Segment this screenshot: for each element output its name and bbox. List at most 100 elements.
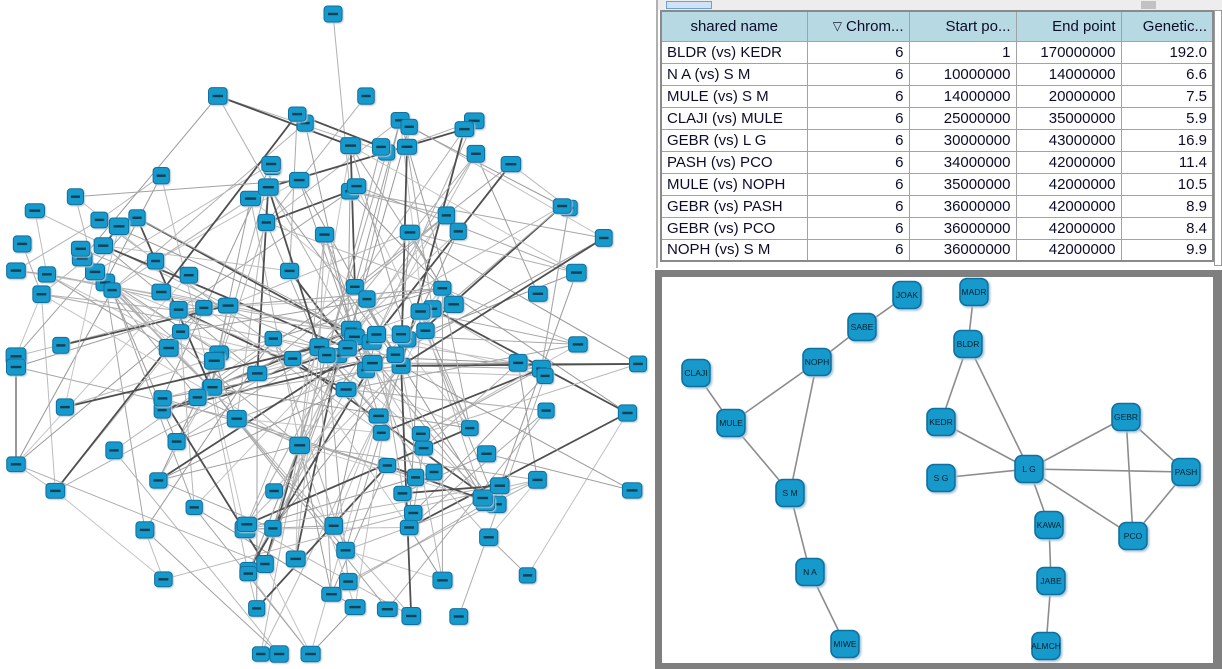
- network-node[interactable]: [400, 118, 418, 135]
- table-row[interactable]: CLAJI (vs) MULE 6 25000000 35000000 5.9: [660, 106, 1214, 130]
- network-node[interactable]: [217, 297, 239, 314]
- network-node[interactable]: [566, 263, 587, 282]
- network-node[interactable]: [367, 325, 386, 343]
- table-cell[interactable]: 36000000: [908, 194, 1017, 218]
- network-node[interactable]: [362, 354, 383, 372]
- table-cell[interactable]: 170000000: [1015, 40, 1122, 64]
- column-header[interactable]: Genetic...: [1120, 10, 1214, 42]
- network-node[interactable]: [256, 555, 274, 573]
- network-node[interactable]: [167, 433, 186, 451]
- network-node[interactable]: [289, 171, 310, 189]
- network-node[interactable]: [323, 5, 343, 23]
- network-node[interactable]: [411, 426, 431, 442]
- table-cell[interactable]: 10.5: [1120, 172, 1214, 196]
- network-node[interactable]: [261, 156, 281, 172]
- network-node[interactable]: [264, 519, 282, 537]
- table-cell[interactable]: 43000000: [1015, 128, 1122, 152]
- scrollbar-button[interactable]: [1141, 1, 1156, 9]
- network-node[interactable]: [378, 458, 397, 473]
- network-node[interactable]: NOPH: [802, 347, 832, 377]
- network-node[interactable]: [85, 263, 105, 281]
- table-cell[interactable]: 42000000: [1015, 150, 1122, 174]
- network-node[interactable]: [472, 489, 493, 507]
- network-node[interactable]: [500, 156, 522, 173]
- network-node[interactable]: [321, 586, 342, 602]
- network-node[interactable]: [269, 645, 289, 663]
- network-node[interactable]: [432, 571, 453, 589]
- table-cell[interactable]: 36000000: [908, 216, 1017, 240]
- network-node[interactable]: [108, 217, 130, 236]
- network-node[interactable]: [52, 336, 70, 354]
- network-node[interactable]: S M: [775, 478, 805, 508]
- network-node[interactable]: [346, 178, 367, 195]
- table-cell[interactable]: 1: [908, 40, 1017, 64]
- network-node[interactable]: [128, 209, 146, 227]
- network-node[interactable]: [433, 280, 452, 296]
- network-node[interactable]: [621, 482, 643, 499]
- network-node[interactable]: [105, 441, 123, 460]
- table-cell[interactable]: 14000000: [908, 84, 1017, 108]
- table-cell[interactable]: 42000000: [1015, 238, 1122, 262]
- network-node[interactable]: [449, 608, 469, 625]
- network-node[interactable]: [289, 436, 311, 455]
- table-cell[interactable]: 42000000: [1015, 194, 1122, 218]
- network-node[interactable]: [6, 262, 26, 279]
- network-node[interactable]: [202, 378, 223, 396]
- network-edge[interactable]: [1028, 468, 1134, 537]
- network-node[interactable]: L G: [1014, 454, 1044, 484]
- horizontal-scrollbar-thumb[interactable]: [666, 1, 712, 9]
- network-node[interactable]: [12, 235, 32, 253]
- table-cell[interactable]: 6: [806, 84, 910, 108]
- network-node[interactable]: [357, 87, 375, 105]
- network-node[interactable]: [247, 365, 268, 382]
- table-cell[interactable]: NOPH (vs) S M: [660, 238, 808, 262]
- network-node[interactable]: [248, 600, 266, 617]
- network-node[interactable]: [226, 409, 247, 428]
- network-node[interactable]: [406, 468, 425, 487]
- table-cell[interactable]: 20000000: [1015, 84, 1122, 108]
- network-node[interactable]: [288, 106, 307, 122]
- table-cell[interactable]: 36000000: [908, 238, 1017, 262]
- network-node[interactable]: [594, 229, 613, 247]
- table-cell[interactable]: 11.4: [1120, 150, 1214, 174]
- network-node[interactable]: [169, 300, 188, 319]
- network-node[interactable]: [257, 178, 279, 196]
- network-node[interactable]: [508, 353, 528, 372]
- network-node[interactable]: [437, 206, 456, 225]
- table-cell[interactable]: 192.0: [1120, 40, 1214, 64]
- network-node[interactable]: [37, 266, 56, 283]
- table-cell[interactable]: 25000000: [908, 106, 1017, 130]
- table-cell[interactable]: 10000000: [908, 62, 1017, 86]
- network-node[interactable]: [338, 340, 357, 357]
- network-node[interactable]: [153, 390, 172, 407]
- network-node[interactable]: [45, 482, 66, 499]
- table-cell[interactable]: 35000000: [1015, 106, 1122, 130]
- network-node[interactable]: [203, 351, 225, 370]
- network-node[interactable]: [396, 138, 418, 155]
- network-edge[interactable]: [1028, 416, 1127, 470]
- network-node[interactable]: [66, 188, 85, 206]
- table-cell[interactable]: BLDR (vs) KEDR: [660, 40, 808, 64]
- network-node[interactable]: [90, 211, 109, 229]
- network-node[interactable]: [399, 224, 420, 241]
- network-node[interactable]: [264, 330, 282, 347]
- network-node[interactable]: [339, 572, 358, 591]
- table-cell[interactable]: N A (vs) S M: [660, 62, 808, 86]
- network-node[interactable]: [386, 346, 405, 363]
- network-node[interactable]: [358, 290, 376, 308]
- network-node[interactable]: [300, 645, 321, 663]
- table-cell[interactable]: 8.4: [1120, 216, 1214, 240]
- table-cell[interactable]: MULE (vs) S M: [660, 84, 808, 108]
- network-node[interactable]: [239, 565, 258, 582]
- table-cell[interactable]: 9.9: [1120, 238, 1214, 262]
- table-cell[interactable]: 6: [806, 40, 910, 64]
- table-row[interactable]: BLDR (vs) KEDR 6 1 170000000 192.0: [660, 40, 1214, 64]
- table-cell[interactable]: 16.9: [1120, 128, 1214, 152]
- large-network-nodes[interactable]: [5, 5, 648, 663]
- network-node[interactable]: [240, 190, 261, 207]
- table-row[interactable]: GEBR (vs) L G 6 30000000 43000000 16.9: [660, 128, 1214, 152]
- network-node[interactable]: [568, 336, 588, 353]
- table-row[interactable]: MULE (vs) NOPH 6 35000000 42000000 10.5: [660, 172, 1214, 196]
- table-row[interactable]: GEBR (vs) PASH 6 36000000 42000000 8.9: [660, 194, 1214, 218]
- network-node[interactable]: [391, 325, 411, 343]
